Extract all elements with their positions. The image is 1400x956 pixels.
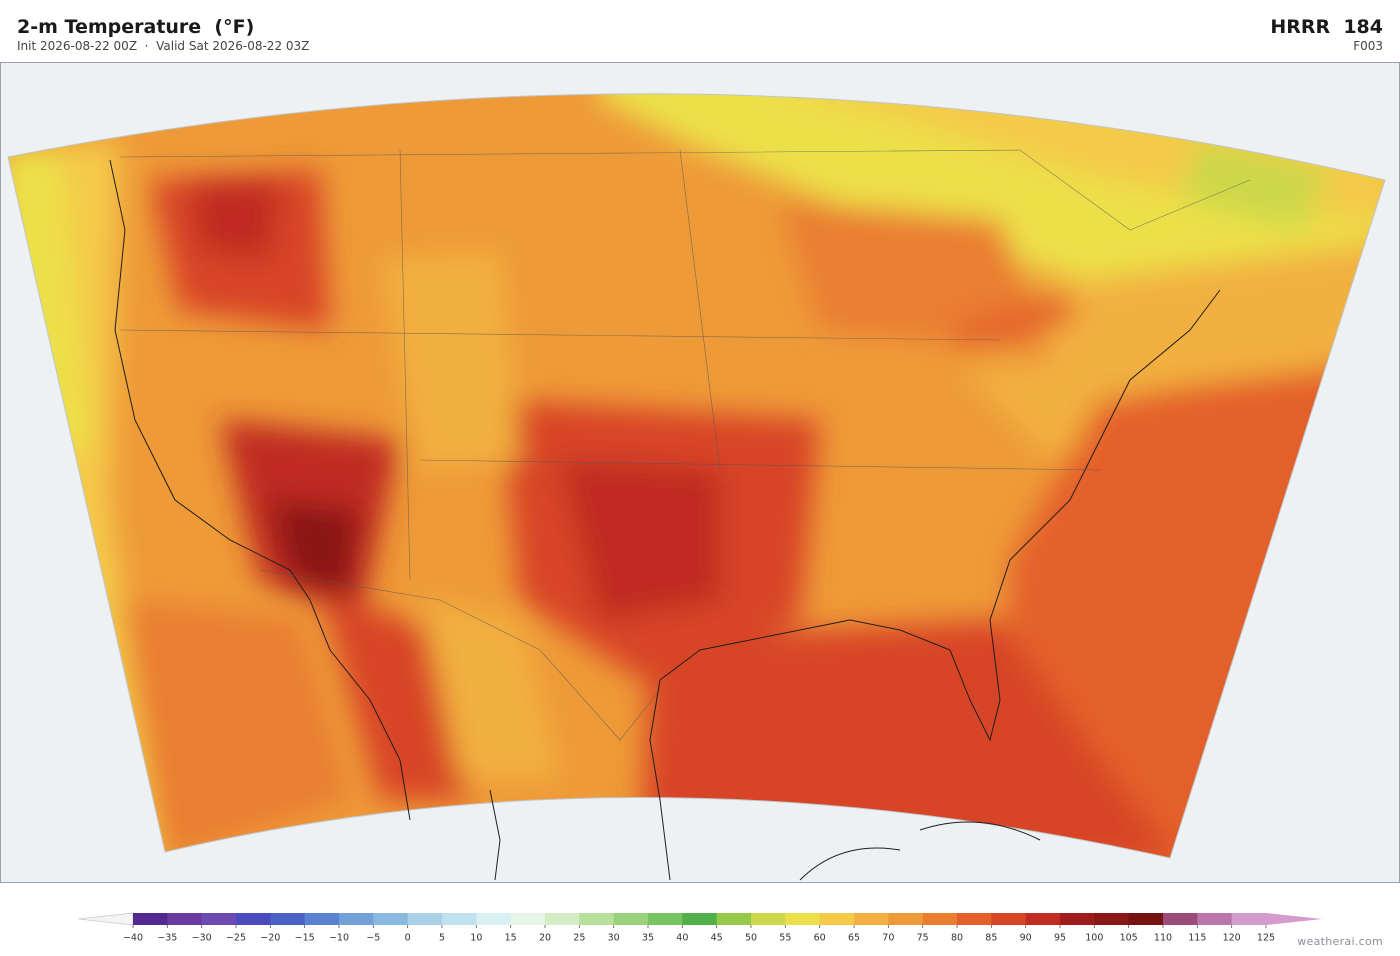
tick-label: 120	[1223, 932, 1241, 943]
domain-outline	[7, 93, 1386, 859]
color-bin	[1231, 913, 1267, 925]
color-bin	[236, 913, 271, 925]
colorbar: −40 −35 −30 −25 −20 −15 −10 −5 0 5 10 15 20 25 30 35 40 4…	[77, 912, 1322, 943]
tick-label: 20	[539, 932, 551, 943]
color-bin	[648, 913, 683, 925]
color-bin	[682, 913, 718, 925]
color-bin	[1197, 913, 1233, 925]
color-bin	[716, 913, 752, 925]
tick-label: −30	[192, 932, 212, 943]
coastlines	[109, 159, 1221, 881]
tick-label: 5	[439, 932, 445, 943]
tick-label: 55	[779, 932, 791, 943]
color-bin	[785, 913, 821, 925]
color-bin	[579, 913, 615, 925]
over-extend	[1266, 913, 1322, 925]
tick-label: 10	[470, 932, 482, 943]
tick-label: 100	[1085, 932, 1103, 943]
tick-label: 125	[1257, 932, 1275, 943]
color-bin	[510, 913, 546, 925]
color-bin	[545, 913, 580, 925]
tick-label: 60	[814, 932, 826, 943]
color-bin	[991, 913, 1027, 925]
tick-label: 30	[608, 932, 620, 943]
tick-label: 25	[573, 932, 585, 943]
color-bin	[339, 913, 374, 925]
color-bin	[1060, 913, 1095, 925]
under-extend	[77, 912, 134, 926]
forecast-hour: F003	[1353, 39, 1383, 53]
color-bin	[167, 913, 203, 925]
tick-label: 0	[405, 932, 411, 943]
tick-label: −10	[329, 932, 349, 943]
tick-label: 110	[1154, 932, 1172, 943]
color-bin	[613, 913, 649, 925]
tick-label: 65	[848, 932, 860, 943]
tick-label: 75	[917, 932, 929, 943]
tick-label: 90	[1020, 932, 1032, 943]
color-bin	[819, 913, 855, 925]
tick-label: 15	[505, 932, 517, 943]
subtitle: Init 2026-08-22 00Z · Valid Sat 2026-08-…	[17, 39, 310, 53]
tick-label: 80	[951, 932, 963, 943]
color-bin	[751, 913, 786, 925]
tick-label: 85	[985, 932, 997, 943]
borders	[119, 149, 1251, 741]
color-bin	[270, 913, 306, 925]
color-bin	[373, 913, 409, 925]
tick-label: 45	[711, 932, 723, 943]
tick-label: 95	[1054, 932, 1066, 943]
color-bin	[1163, 913, 1198, 925]
color-bin	[888, 913, 924, 925]
color-bin	[133, 913, 168, 925]
color-bin	[304, 913, 340, 925]
tick-label: 40	[676, 932, 688, 943]
color-bin	[476, 913, 512, 925]
temperature-field	[8, 93, 1385, 859]
credit: weatherai.com	[1297, 935, 1383, 948]
tick-label: −20	[260, 932, 280, 943]
tick-label: 35	[642, 932, 654, 943]
model-label: HRRR 184	[1270, 16, 1383, 38]
tick-label: −40	[123, 932, 143, 943]
color-bin	[1094, 913, 1130, 925]
tick-label: 115	[1188, 932, 1206, 943]
color-bin	[957, 913, 992, 925]
tick-label: −35	[157, 932, 177, 943]
color-bin	[854, 913, 889, 925]
color-bin	[1025, 913, 1061, 925]
tick-label: −15	[295, 932, 315, 943]
tick-label: 105	[1120, 932, 1138, 943]
color-bin	[407, 913, 443, 925]
tick-label: −25	[226, 932, 246, 943]
tick-label: −5	[366, 932, 380, 943]
tick-label: 50	[745, 932, 757, 943]
color-bin	[1128, 913, 1164, 925]
color-bin	[442, 913, 477, 925]
color-bin	[201, 913, 237, 925]
title: 2-m Temperature (°F)	[17, 16, 255, 38]
tick-label: 70	[882, 932, 894, 943]
color-bin	[922, 913, 958, 925]
